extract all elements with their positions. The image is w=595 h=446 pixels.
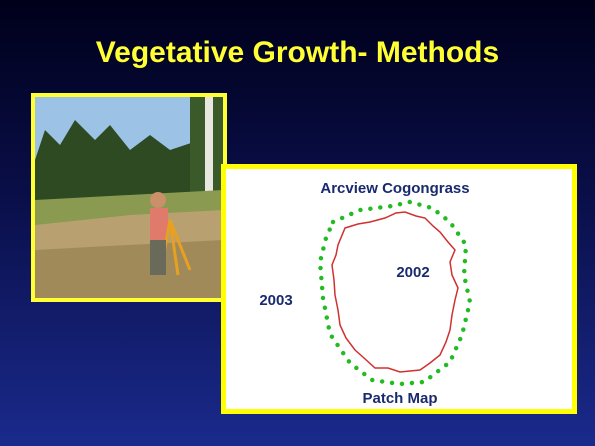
outer-label: 2003 xyxy=(259,292,292,309)
field-photo xyxy=(31,93,227,302)
inner-label: 2002 xyxy=(396,264,429,281)
patch-map-panel: Arcview Cogongrass 2002 2003 Patch Map xyxy=(221,164,577,414)
slide-graphics: Arcview Cogongrass 2002 2003 Patch Map xyxy=(0,0,595,446)
slide: Vegetative Growth- Methods Arcview Cogon… xyxy=(0,0,595,446)
panel-caption: Patch Map xyxy=(362,390,437,407)
panel-title: Arcview Cogongrass xyxy=(320,180,469,197)
